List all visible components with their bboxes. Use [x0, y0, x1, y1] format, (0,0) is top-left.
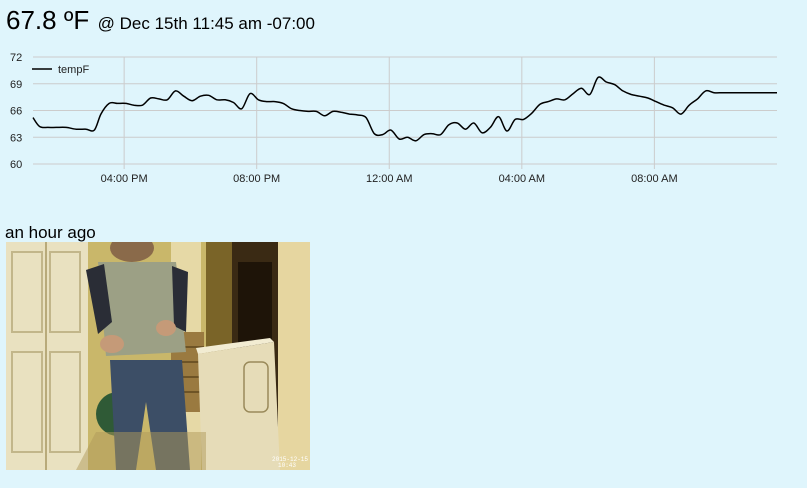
- chart-axes: 60 63 66 69 72 04:00 PM 08:00 PM 12:00 AM 04:00 …: [10, 52, 678, 185]
- snapshot-timestamp-overlay: 2015-12-15: [272, 456, 308, 463]
- chart-legend: tempF: [32, 64, 89, 76]
- current-temperature: 67.8 ºF: [6, 5, 90, 35]
- y-tick-label: 63: [10, 132, 22, 144]
- chart-series: [32, 76, 777, 142]
- y-tick-label: 72: [10, 52, 22, 64]
- legend-label-tempF: tempF: [58, 64, 89, 76]
- x-tick-label: 12:00 AM: [366, 173, 412, 185]
- camera-snapshot-image: 2015-12-15 10:43: [6, 242, 310, 470]
- x-tick-label: 04:00 PM: [101, 173, 148, 185]
- y-tick-label: 69: [10, 79, 22, 91]
- chart-grid: [33, 56, 777, 169]
- snapshot-timestamp-overlay-time: 10:43: [278, 462, 296, 469]
- y-tick-label: 60: [10, 159, 22, 171]
- camera-snapshot[interactable]: 2015-12-15 10:43: [6, 242, 310, 470]
- x-tick-label: 08:00 AM: [631, 173, 677, 185]
- reading-timestamp: @ Dec 15th 11:45 am -07:00: [97, 14, 315, 33]
- reading-header: 67.8 ºF @ Dec 15th 11:45 am -07:00: [6, 2, 315, 38]
- x-tick-label: 04:00 AM: [499, 173, 545, 185]
- x-tick-label: 08:00 PM: [233, 173, 280, 185]
- y-tick-label: 66: [10, 106, 22, 118]
- snapshot-age-label: an hour ago: [5, 223, 96, 242]
- temperature-chart: 60 63 66 69 72 04:00 PM 08:00 PM 12:00 AM 04:00 …: [10, 52, 777, 185]
- series-line-tempF: [32, 76, 777, 142]
